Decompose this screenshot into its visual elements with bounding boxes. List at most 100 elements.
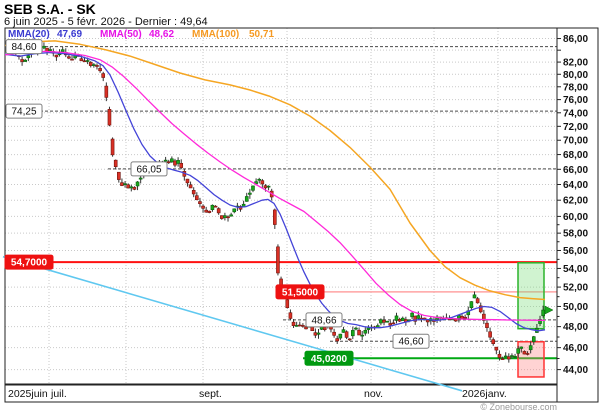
y-tick-label: 52,00 (563, 283, 588, 294)
candle-body (244, 196, 249, 202)
watermark: © Zonebourse.com (480, 402, 557, 412)
candle-body (297, 324, 302, 327)
price-label-bg (305, 312, 343, 328)
price-label-text: 84,60 (11, 42, 36, 53)
y-tick-label: 74,00 (563, 108, 588, 119)
legend-value: 50,71 (249, 29, 274, 40)
price-label: 84,60 (5, 39, 43, 55)
candle-body (60, 49, 65, 52)
candle-body (54, 54, 59, 58)
candle-body (478, 305, 483, 313)
y-tick-label: 70,00 (563, 136, 588, 147)
candle-body (82, 60, 87, 63)
candle-body (494, 346, 499, 351)
candle-body (95, 65, 99, 67)
candle-body (301, 325, 305, 327)
candle-body (341, 329, 346, 333)
candle-body (507, 356, 511, 360)
price-label: 74,25 (5, 103, 43, 119)
candle-body (110, 138, 115, 156)
candle-body (538, 319, 542, 324)
candle-body (42, 45, 46, 49)
candle-body (288, 312, 293, 319)
chart-subtitle: 6 juin 2025 - 5 févr. 2026 - Dernier : 4… (4, 16, 208, 28)
candle-body (397, 319, 402, 322)
candle-body (475, 298, 480, 304)
candle-body (519, 346, 524, 349)
candle-body (313, 332, 318, 336)
candle-body (488, 331, 492, 338)
candle-body (469, 301, 474, 309)
y-tick-label: 86,00 (563, 34, 588, 45)
y-tick-label: 64,00 (563, 180, 588, 191)
candle-body (232, 208, 237, 213)
candle-body (310, 326, 315, 332)
candle-body (382, 319, 386, 323)
candle-body (485, 322, 489, 328)
y-tick-label: 66,00 (563, 165, 588, 176)
price-label-bg (5, 103, 43, 119)
candle-body (291, 321, 296, 326)
candle-body (195, 195, 199, 201)
candle-body (129, 186, 134, 189)
price-label-bg (275, 284, 325, 300)
candle-body (260, 180, 265, 185)
candle-body (304, 326, 308, 330)
candle-body (503, 355, 508, 358)
candle-body (213, 205, 218, 208)
candle-body (263, 185, 268, 189)
legend-label: MMA(100) (192, 29, 239, 40)
x-axis-label: nov. (364, 388, 383, 400)
y-tick-label: 58,00 (563, 229, 588, 240)
candle-body (460, 316, 464, 319)
price-label: 48,66 (305, 312, 343, 328)
y-tick-label: 54,00 (563, 264, 588, 275)
candle-body (375, 325, 380, 328)
candle-body (216, 208, 221, 214)
legend-label: MMA(50) (100, 29, 142, 40)
candle-body (132, 187, 137, 190)
candle-body (207, 210, 212, 213)
x-axis-label: sept. (199, 388, 222, 400)
candle-body (344, 331, 349, 338)
candle-body (257, 178, 262, 181)
candle-body (266, 185, 271, 188)
candle-body (229, 214, 233, 217)
candle-body (123, 183, 127, 185)
candle-body (70, 58, 74, 61)
y-tick-label: 48,00 (563, 322, 588, 333)
candle-body (88, 62, 93, 66)
y-axis-column (556, 27, 599, 403)
candle-body (338, 333, 343, 339)
x-axis-label: 2026janv. (462, 388, 507, 400)
candle-body (113, 159, 118, 168)
candle-body (391, 322, 396, 325)
candle-body (354, 327, 358, 330)
candle-body (45, 47, 49, 52)
y-tick-label: 46,00 (563, 343, 588, 354)
candle-body (120, 182, 124, 186)
candle-body (394, 315, 399, 321)
candle-body (522, 351, 527, 355)
candle-body (482, 313, 486, 321)
candle-body (285, 299, 290, 309)
candle-body (251, 185, 255, 191)
candle-body (541, 309, 545, 317)
price-label-bg (4, 254, 54, 270)
candle-body (472, 294, 477, 299)
candle-body (322, 327, 327, 331)
price-label: 54,7000 (4, 254, 54, 270)
candle-body (23, 59, 28, 62)
y-tick-label: 60,00 (563, 212, 588, 223)
candle-body (138, 177, 143, 180)
price-label: 51,5000 (275, 284, 325, 300)
candle-body (525, 353, 530, 355)
candle-body (126, 184, 130, 189)
mma50-line (4, 50, 546, 321)
page-title: SEB S.A. - SK (4, 1, 96, 17)
candle-body (528, 345, 533, 351)
candle-body (363, 330, 368, 334)
